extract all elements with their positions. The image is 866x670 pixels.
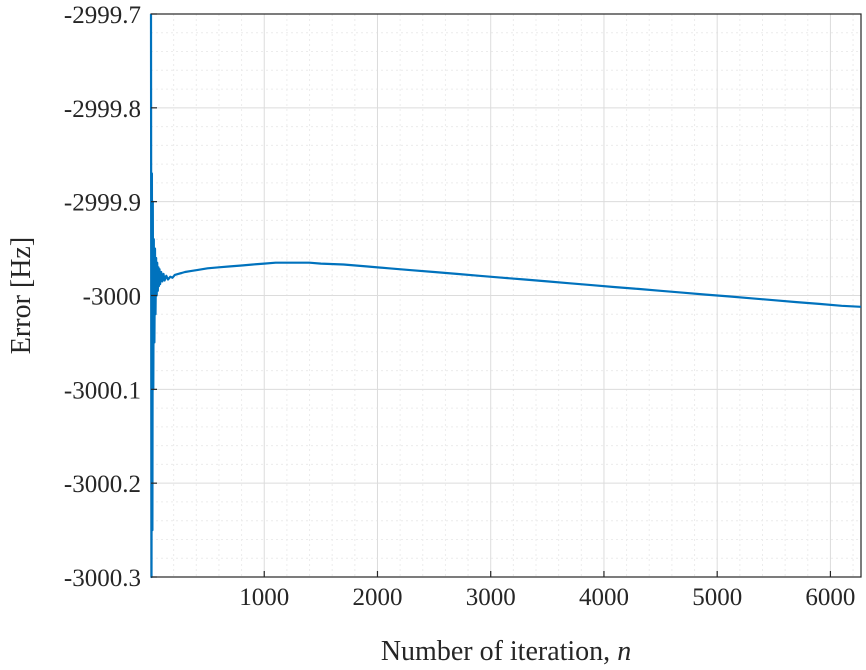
y-tick-label: -2999.9 (64, 190, 141, 217)
x-tick-labels: 1000 2000 3000 4000 5000 6000 (239, 584, 855, 611)
y-tick-label: -2999.7 (64, 2, 141, 29)
x-tick-label: 4000 (579, 584, 629, 611)
tick-marks (151, 13, 832, 578)
x-tick-label: 5000 (692, 584, 742, 611)
x-axis-title-text: Number of iteration, (381, 636, 617, 667)
y-axis-title: Error [Hz] (6, 237, 37, 354)
x-axis-title: Number of iteration, n (381, 636, 631, 667)
major-grid (151, 13, 861, 578)
y-tick-label: -3000.2 (64, 471, 141, 498)
y-tick-labels: -2999.7 -2999.8 -2999.9 -3000 -3000.1 -3000.2… (64, 2, 141, 592)
x-axis-title-variable: n (617, 636, 631, 667)
x-tick-label: 2000 (352, 584, 402, 611)
y-tick-label: -2999.8 (64, 96, 141, 123)
y-tick-label: -3000 (83, 284, 141, 311)
x-tick-label: 6000 (805, 584, 855, 611)
y-tick-label: -3000.3 (64, 565, 141, 592)
x-tick-label: 1000 (239, 584, 289, 611)
y-tick-label: -3000.1 (64, 377, 141, 404)
x-tick-label: 3000 (466, 584, 516, 611)
